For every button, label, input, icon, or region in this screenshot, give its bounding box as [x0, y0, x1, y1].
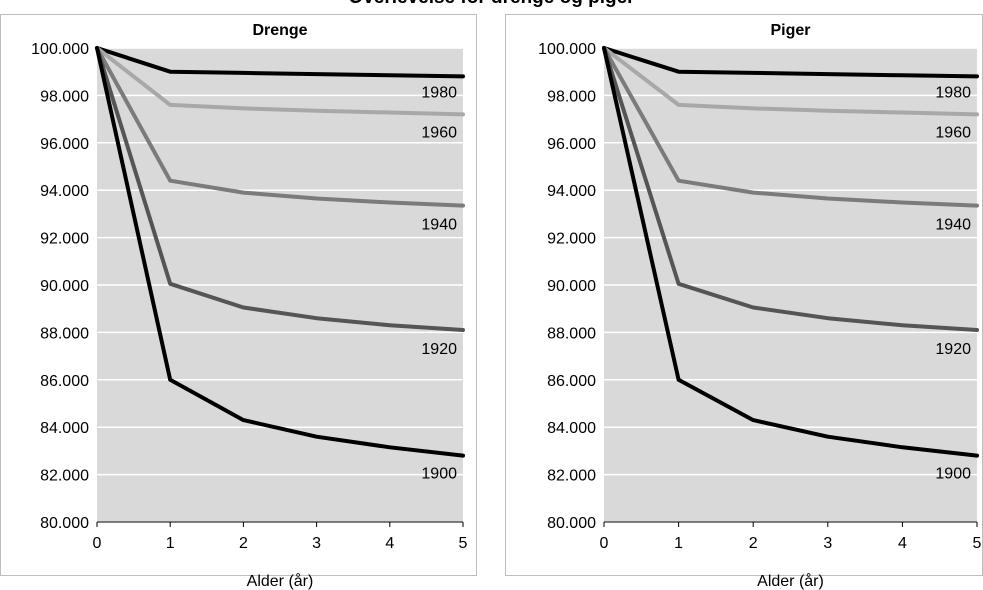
series-label-1920: 1920: [935, 341, 971, 358]
x-tick-label: 2: [239, 535, 248, 552]
series-line-1920: [602, 46, 979, 332]
x-tick-label: 4: [385, 535, 394, 552]
y-tick-label: 86.000: [547, 373, 596, 390]
x-tick-label: 0: [93, 535, 102, 552]
series-line-1960: [602, 46, 979, 117]
series-line-1980: [95, 46, 465, 79]
series-label-1980: 1980: [935, 84, 971, 101]
x-tick-label: 4: [898, 535, 907, 552]
series-label-1980: 1980: [421, 84, 457, 101]
series-line-1900: [602, 46, 979, 458]
y-tick-label: 90.000: [547, 278, 596, 295]
y-tick-label: 94.000: [40, 183, 89, 200]
page-title: Overlevelse for drenge og piger: [0, 0, 983, 9]
x-tick-label: 5: [973, 535, 982, 552]
panel-title: Piger: [770, 22, 810, 39]
panel-title: Drenge: [252, 22, 307, 39]
chart-panel-drenge: 80.000 82.000 84.000 86.000 88.000 90.000 92.0…: [0, 14, 477, 590]
series-line-1920: [95, 46, 465, 332]
series-line-1940: [95, 46, 465, 208]
y-tick-label: 88.000: [547, 325, 596, 342]
y-tick-label: 100.000: [31, 41, 89, 58]
x-tick-label: 1: [674, 535, 683, 552]
y-tick-label: 80.000: [547, 515, 596, 532]
series-line-1900: [95, 46, 465, 458]
y-tick-label: 82.000: [40, 468, 89, 485]
x-tick-label: 3: [823, 535, 832, 552]
y-tick-label: 86.000: [40, 373, 89, 390]
y-tick-label: 98.000: [40, 88, 89, 105]
series-label-1940: 1940: [935, 217, 971, 234]
series-label-1960: 1960: [935, 124, 971, 141]
series-label-1900: 1900: [935, 466, 971, 483]
series-label-1900: 1900: [421, 466, 457, 483]
x-tick-label: 0: [600, 535, 609, 552]
x-axis-label: Alder (år): [247, 572, 314, 590]
chart-panel-piger: 80.000 82.000 84.000 86.000 88.000 90.000 92.0…: [505, 14, 983, 590]
x-tick-label: 1: [166, 535, 175, 552]
series-line-1980: [602, 46, 979, 79]
series-label-1940: 1940: [421, 217, 457, 234]
series-label-1960: 1960: [421, 124, 457, 141]
x-axis-label: Alder (år): [757, 572, 824, 590]
y-tick-label: 80.000: [40, 515, 89, 532]
y-tick-label: 92.000: [547, 231, 596, 248]
series-label-1920: 1920: [421, 341, 457, 358]
x-tick-label: 5: [459, 535, 468, 552]
y-tick-label: 82.000: [547, 468, 596, 485]
y-tick-label: 96.000: [547, 136, 596, 153]
y-tick-label: 96.000: [40, 136, 89, 153]
y-tick-label: 98.000: [547, 88, 596, 105]
y-tick-label: 92.000: [40, 231, 89, 248]
y-tick-label: 94.000: [547, 183, 596, 200]
y-tick-label: 100.000: [538, 41, 596, 58]
series-line-1940: [602, 46, 979, 208]
y-tick-label: 88.000: [40, 325, 89, 342]
series-line-1960: [95, 46, 465, 117]
y-tick-label: 90.000: [40, 278, 89, 295]
y-tick-label: 84.000: [40, 420, 89, 437]
x-tick-label: 3: [312, 535, 321, 552]
x-tick-label: 2: [749, 535, 758, 552]
y-tick-label: 84.000: [547, 420, 596, 437]
